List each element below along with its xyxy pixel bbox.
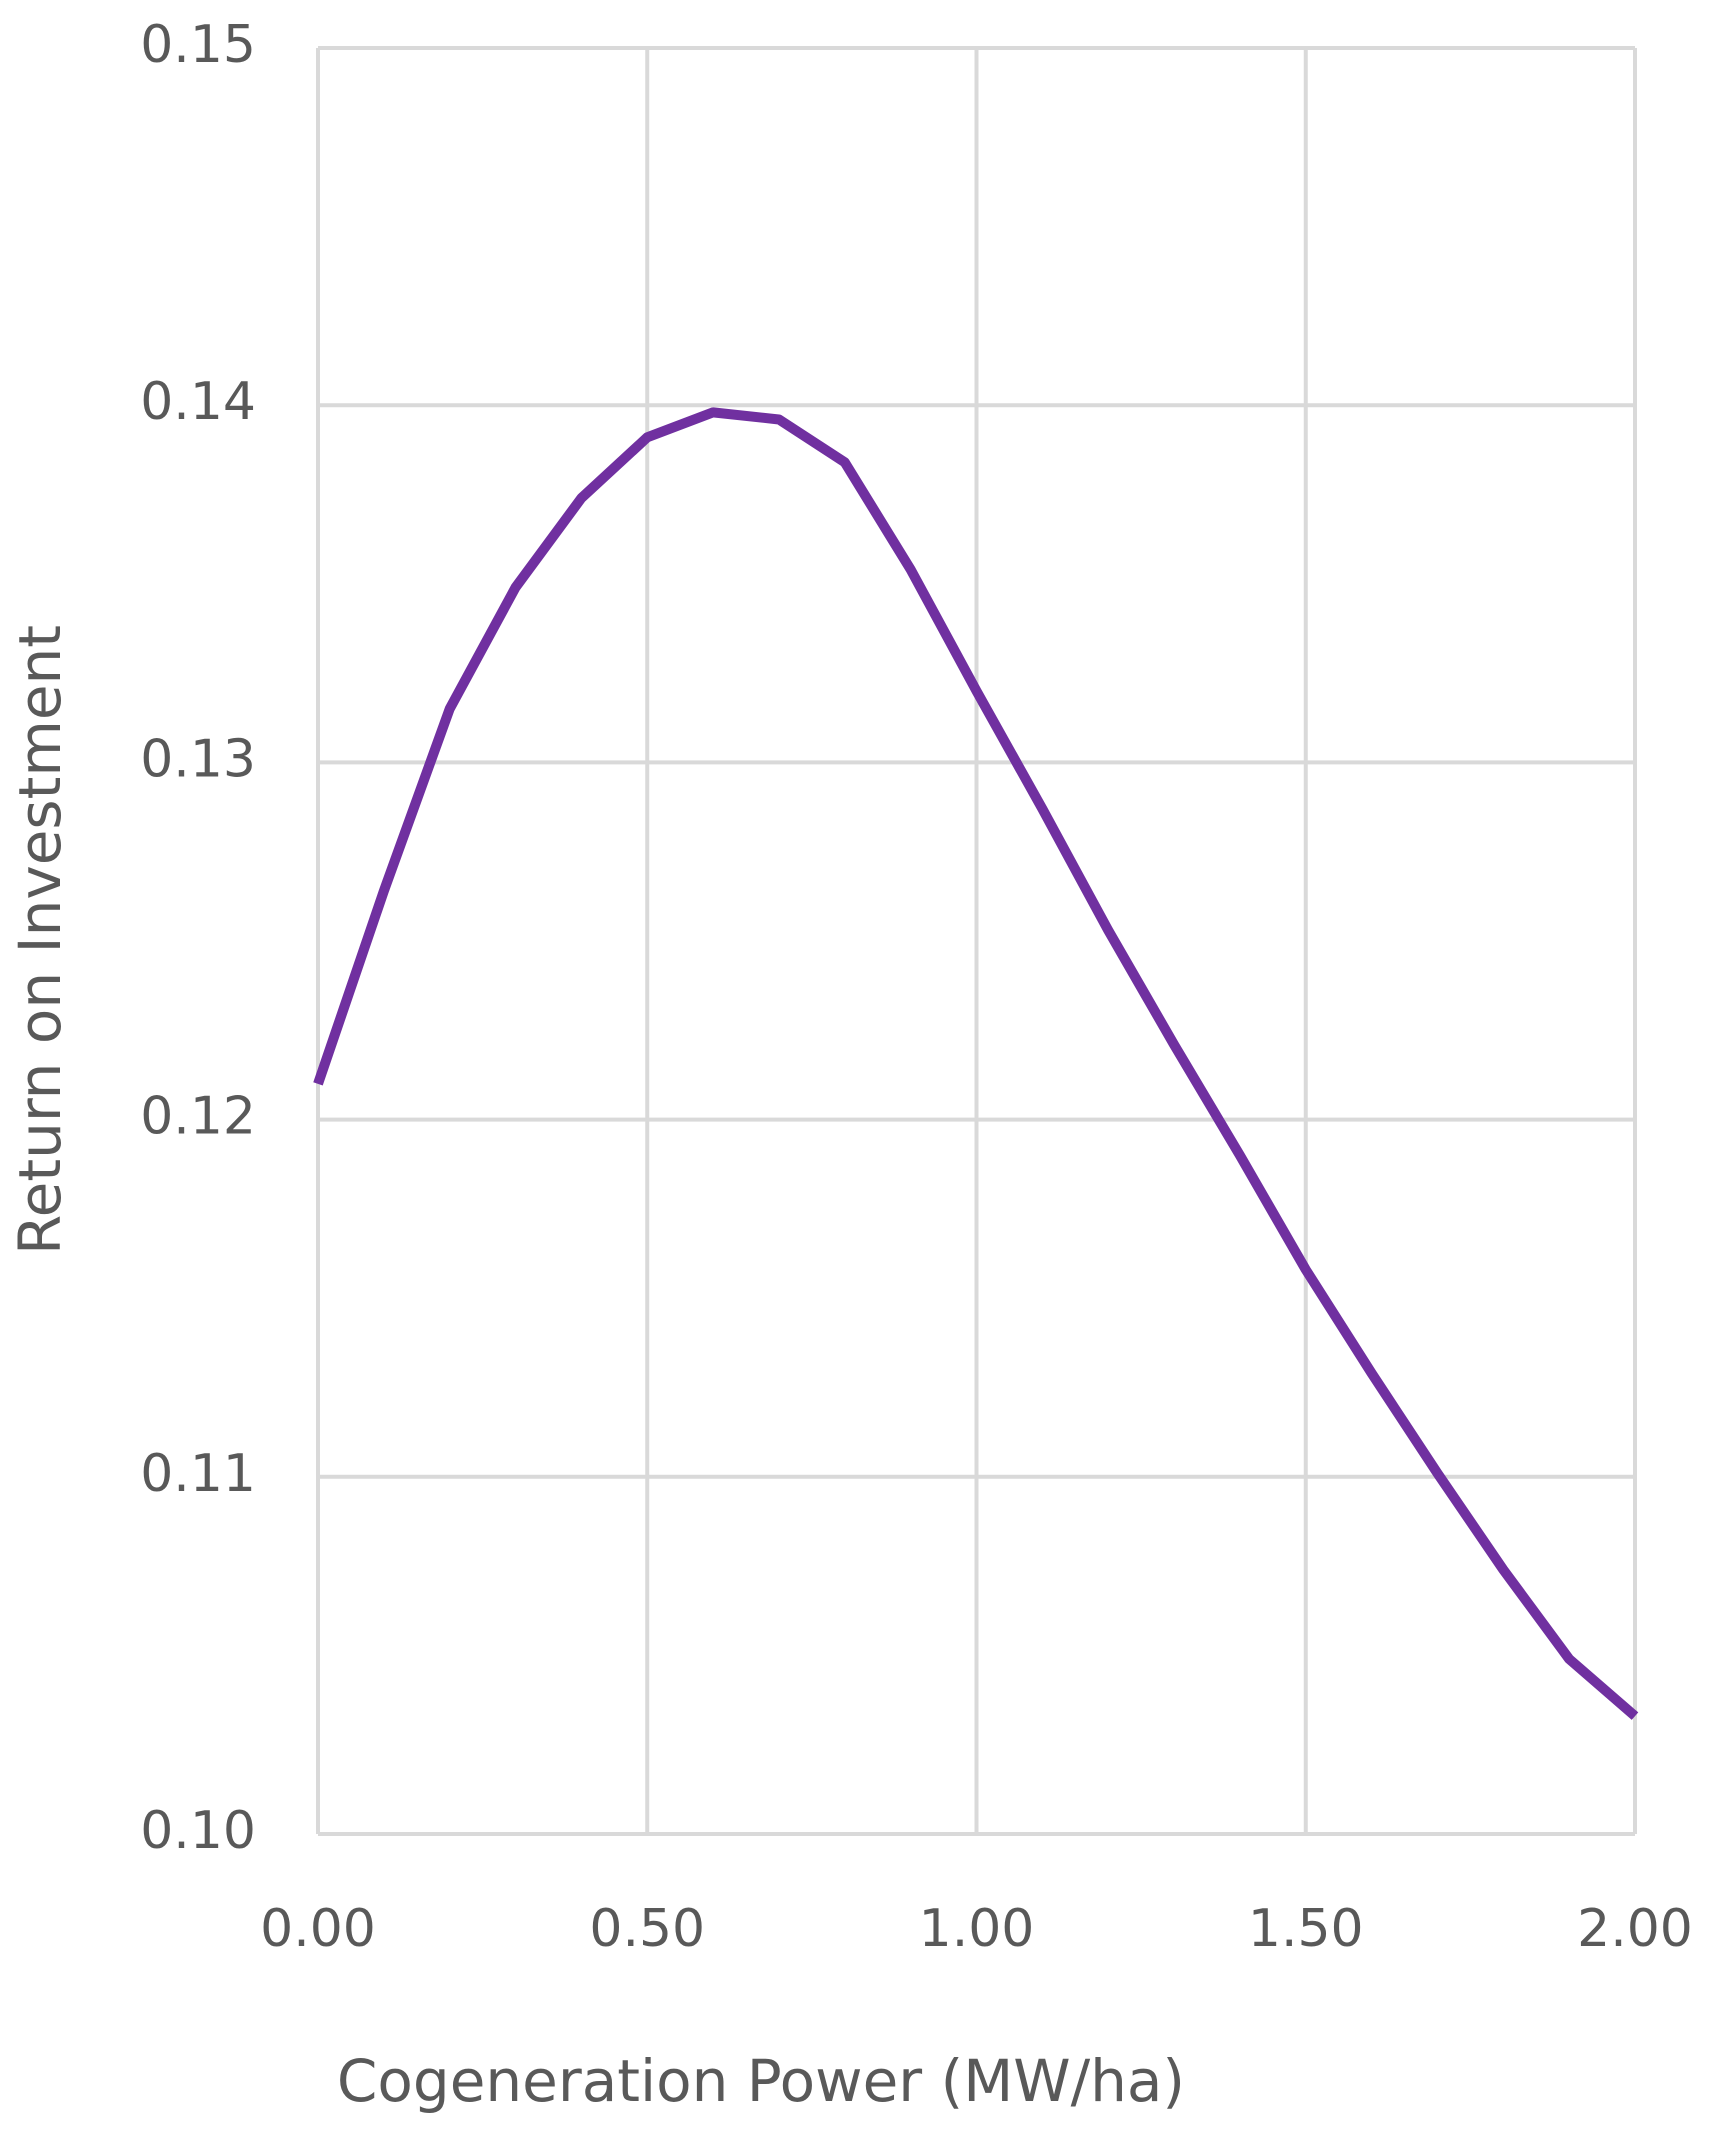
x-tick-label: 1.00 [919, 1899, 1035, 1959]
y-tick-label: 0.14 [140, 372, 256, 432]
x-tick-label: 2.00 [1577, 1899, 1693, 1959]
line-series [313, 407, 1639, 1720]
x-tick-label: 0.50 [589, 1899, 705, 1959]
x-axis-title: Cogeneration Power (MW/ha) [337, 2047, 1185, 2115]
y-tick-label: 0.10 [140, 1801, 256, 1861]
y-tick-label: 0.12 [140, 1087, 256, 1147]
y-axis-title: Return on Investment [6, 625, 74, 1255]
x-tick-label: 0.00 [260, 1899, 376, 1959]
y-tick-label: 0.11 [140, 1444, 256, 1504]
y-tick-label: 0.15 [140, 15, 256, 75]
x-tick-label: 1.50 [1248, 1899, 1364, 1959]
y-tick-label: 0.13 [140, 729, 256, 789]
